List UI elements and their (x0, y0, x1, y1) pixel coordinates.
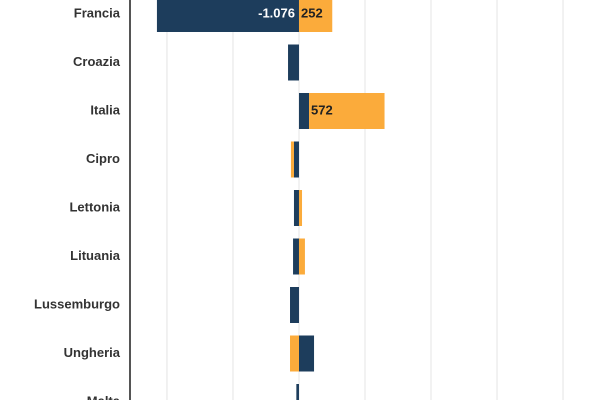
bar (309, 93, 385, 129)
y-tick-label: Francia (74, 5, 121, 20)
bar (156, 0, 299, 32)
bar (298, 93, 310, 129)
bar (290, 141, 294, 178)
y-tick-label: Lettonia (69, 199, 120, 214)
bar (298, 335, 315, 372)
bar (293, 190, 299, 226)
value-label: 572 (311, 102, 333, 117)
y-tick-label: Italia (90, 102, 120, 117)
y-tick-label: Lituania (70, 248, 121, 263)
bar (288, 44, 299, 81)
value-label: -1.076 (258, 5, 295, 20)
bar (290, 335, 299, 372)
y-tick-label: Malta (87, 393, 121, 400)
y-tick-label: Cipro (86, 151, 120, 166)
bar (290, 287, 299, 323)
y-tick-label: Croazia (73, 54, 121, 69)
value-label: 252 (301, 5, 323, 20)
y-tick-label: Lussemburgo (34, 296, 120, 311)
bar (293, 141, 299, 178)
bar (298, 190, 303, 226)
bar (296, 384, 299, 400)
bar (298, 0, 333, 32)
y-tick-label: Ungheria (64, 345, 121, 360)
bar (298, 238, 305, 275)
bar (293, 238, 299, 275)
